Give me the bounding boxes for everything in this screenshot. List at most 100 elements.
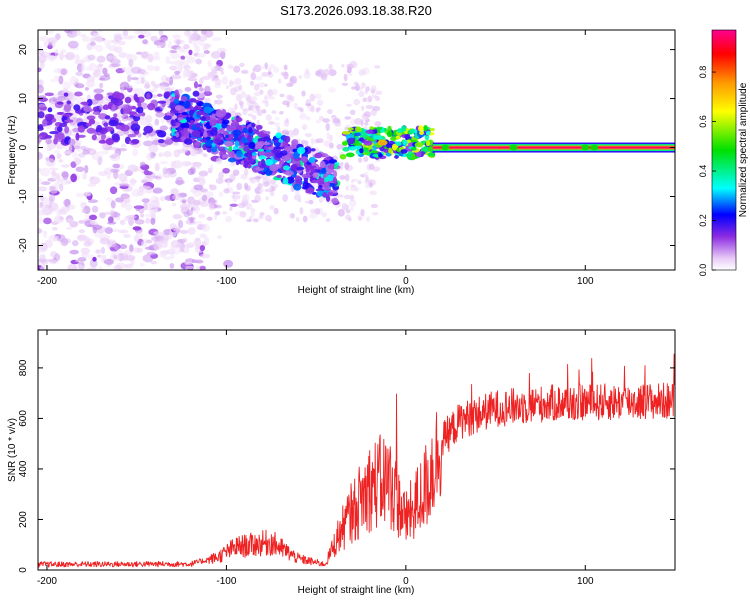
spectrogram-blob [150, 80, 156, 87]
spectrogram-blob [67, 40, 79, 49]
spectrogram-blob [263, 142, 271, 146]
spectrogram-blob [174, 94, 180, 100]
spectrogram-blob [201, 75, 211, 81]
spectrogram-blob [149, 209, 156, 215]
spectrogram-blob [394, 155, 399, 159]
spectrogram-blob [96, 55, 106, 63]
spectrogram-blob [265, 196, 269, 201]
spectrogram-blob [336, 144, 344, 150]
spectrogram-blob [345, 152, 355, 158]
spectrogram-blob [259, 66, 266, 70]
spectrogram-blob [385, 143, 393, 149]
spectrogram-blob [229, 160, 236, 168]
spectrogram-blob [80, 33, 87, 38]
spectrogram-blob [120, 84, 125, 93]
spectrogram-blob [220, 50, 226, 60]
spectrogram-blob [395, 141, 402, 147]
spectrogram-blob [265, 158, 274, 166]
spectrogram-blob [154, 83, 161, 89]
spectrogram-blob [154, 162, 160, 172]
spectrogram-blob [267, 96, 276, 100]
spectrogram-blob [175, 122, 181, 126]
spectrogram-blob [127, 164, 138, 173]
spectrogram-blob [177, 117, 184, 121]
spectrogram-blob [45, 138, 52, 145]
spectrogram-blob [315, 188, 325, 192]
spectrogram-blob [309, 171, 314, 175]
spectrogram-blob [239, 211, 247, 218]
spectrogram-blob [146, 92, 151, 100]
spectrogram-blob [75, 71, 84, 77]
spectrogram-blob [372, 145, 377, 151]
spectrogram-blob [92, 256, 97, 262]
spectrogram-blob [82, 36, 91, 43]
snr-x-tick-label: -200 [37, 576, 57, 587]
spectrogram-blob [186, 241, 196, 245]
spectrogram-blob [115, 48, 121, 53]
spectrogram-blob [83, 106, 92, 113]
spectrogram-blob [91, 134, 97, 141]
spectrogram-blob [102, 104, 110, 111]
spectrogram-blob [281, 129, 289, 135]
spectrogram-blob [236, 182, 243, 191]
spectrogram-blob [213, 99, 217, 105]
spectrogram-blob [113, 98, 124, 106]
spectrogram-blob [60, 164, 70, 168]
spectrogram-blob [141, 51, 149, 59]
spectrogram-blob [314, 93, 322, 100]
spectrogram-blob [192, 189, 202, 197]
spectrogram-blob [215, 157, 223, 165]
spectrogram-blob [426, 130, 431, 136]
spectrogram-blob [228, 150, 235, 158]
spectrogram-blob [159, 161, 169, 165]
spectrogram-blob [192, 39, 198, 48]
spectrogram-blob [143, 83, 151, 89]
spectrogram-blob [57, 95, 66, 102]
spectrogram-blob [192, 90, 200, 97]
spectrogram-blob [48, 193, 56, 203]
spectrogram-blob [90, 75, 95, 82]
spectrogram-blob [411, 153, 416, 161]
spectrogram-blob [110, 200, 116, 209]
spectrogram-blob [38, 205, 49, 210]
spectrogram-blob [88, 129, 96, 133]
spectrogram-blob [53, 98, 58, 103]
spectrogram-blob [190, 166, 196, 175]
spectrogram-blob [191, 129, 201, 138]
spectrogram-blob [309, 93, 316, 102]
spectrogram-blob [115, 197, 124, 203]
spectrogram-blob [142, 140, 154, 147]
spectrogram-blob [371, 150, 379, 154]
spectrogram-blob [113, 265, 122, 270]
spectrogram-blob [304, 200, 311, 204]
spectrogram-blob [203, 50, 210, 54]
spectrogram-blob [257, 148, 265, 152]
snr-y-tick-label: 400 [18, 460, 29, 477]
spectrogram-blob [284, 170, 294, 176]
spectrogram-blob [309, 212, 318, 219]
spectrogram-blob [243, 168, 249, 176]
spectrogram-blob [130, 139, 140, 144]
spectrogram-blob [127, 74, 132, 82]
spectrogram-blob [363, 156, 369, 163]
spectrogram-blob [224, 141, 234, 148]
spectrogram-blob [72, 30, 81, 37]
spectrogram-blob [254, 75, 263, 81]
snr-series-line [38, 353, 675, 568]
spectrogram-blob [38, 151, 43, 160]
spectrogram-blob [39, 36, 49, 42]
spectrogram-blob [201, 224, 210, 232]
spectrogram-blob [183, 44, 190, 50]
spectrogram-blob [184, 261, 193, 265]
spectrogram-blob [228, 145, 233, 152]
spectrogram-blob [216, 47, 227, 53]
spectrogram-blob [55, 131, 65, 140]
spectrogram-blob [277, 126, 281, 134]
spectrogram-blob [64, 54, 74, 59]
spectrogram-blob [119, 243, 127, 250]
spectrogram-blob [311, 179, 320, 184]
spectrogram-blob [160, 133, 165, 138]
spectrogram-blob [296, 146, 306, 155]
spectrogram-blob [334, 164, 338, 170]
